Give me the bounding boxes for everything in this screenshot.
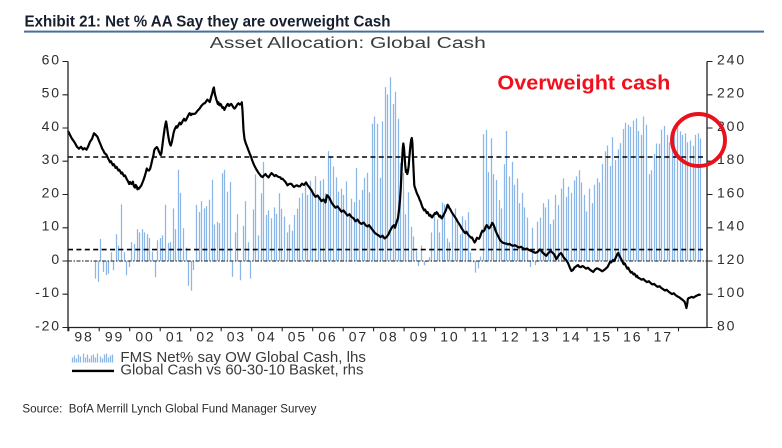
svg-text:09: 09 — [410, 329, 429, 345]
svg-text:15: 15 — [593, 329, 612, 345]
svg-text:180: 180 — [717, 151, 746, 167]
svg-text:40: 40 — [42, 118, 61, 134]
svg-text:100: 100 — [717, 284, 746, 300]
svg-text:220: 220 — [717, 85, 746, 101]
svg-text:03: 03 — [227, 329, 246, 345]
svg-text:06: 06 — [318, 329, 337, 345]
svg-text:-10: -10 — [35, 284, 61, 300]
svg-text:10: 10 — [440, 329, 459, 345]
svg-text:16: 16 — [623, 329, 642, 345]
svg-text:Source: BofA Merrill Lynch Gl: Source: BofA Merrill Lynch Global Fund M… — [22, 403, 316, 415]
svg-text:30: 30 — [42, 151, 61, 167]
svg-text:140: 140 — [717, 218, 746, 234]
svg-text:98: 98 — [74, 329, 93, 345]
svg-text:99: 99 — [105, 329, 124, 345]
svg-text:07: 07 — [349, 329, 368, 345]
svg-text:01: 01 — [166, 329, 185, 345]
svg-text:20: 20 — [42, 184, 61, 200]
svg-text:240: 240 — [717, 51, 746, 67]
svg-text:160: 160 — [717, 184, 746, 200]
svg-text:Asset Allocation: Global Cash: Asset Allocation: Global Cash — [210, 35, 486, 52]
svg-text:Global Cash vs 60-30-10 Basket: Global Cash vs 60-30-10 Basket, rhs — [120, 363, 363, 379]
svg-text:50: 50 — [42, 85, 61, 101]
svg-text:12: 12 — [501, 329, 520, 345]
svg-text:00: 00 — [135, 329, 154, 345]
svg-text:10: 10 — [42, 218, 61, 234]
svg-text:80: 80 — [717, 317, 736, 333]
svg-text:13: 13 — [532, 329, 551, 345]
svg-text:08: 08 — [379, 329, 398, 345]
svg-text:05: 05 — [288, 329, 307, 345]
svg-text:04: 04 — [257, 329, 276, 345]
svg-text:FMS Net% say OW Global Cash, l: FMS Net% say OW Global Cash, lhs — [120, 350, 366, 366]
svg-text:17: 17 — [654, 329, 673, 345]
svg-text:0: 0 — [51, 251, 61, 267]
svg-text:Overweight cash: Overweight cash — [497, 72, 670, 95]
svg-text:120: 120 — [717, 251, 746, 267]
svg-text:02: 02 — [196, 329, 215, 345]
svg-text:60: 60 — [42, 51, 61, 67]
svg-text:-20: -20 — [35, 317, 61, 333]
svg-text:Exhibit 21: Net % AA Say they: Exhibit 21: Net % AA Say they are overwe… — [25, 14, 391, 31]
svg-text:11: 11 — [471, 329, 489, 345]
svg-text:14: 14 — [562, 329, 581, 345]
